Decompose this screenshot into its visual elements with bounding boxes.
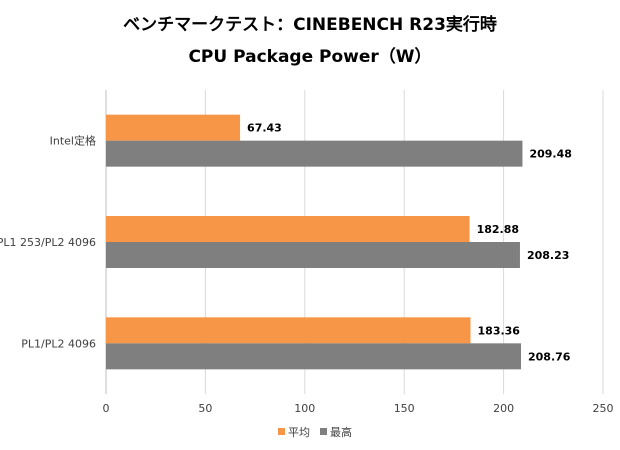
category-label: PL1/PL2 4096 — [21, 337, 96, 350]
x-tick-label: 250 — [593, 402, 614, 415]
category-label: PL1 253/PL2 4096 — [0, 236, 96, 249]
legend-swatch — [320, 428, 327, 435]
legend: 平均 最高 — [278, 425, 352, 439]
chart-subtitle: CPU Package Power（W） — [188, 46, 431, 67]
data-label: 208.23 — [527, 249, 569, 262]
bar-max — [106, 140, 523, 167]
data-label: 67.43 — [247, 122, 282, 135]
chart-title: ベンチマークテスト：CINEBENCH R23実行時 — [123, 14, 497, 35]
bar-max — [106, 343, 522, 370]
legend-label: 最高 — [330, 425, 352, 439]
data-label: 182.88 — [477, 223, 519, 236]
x-tick-label: 100 — [294, 402, 315, 415]
bar-avg — [106, 317, 471, 344]
data-label: 208.76 — [528, 350, 571, 363]
x-tick-label: 200 — [493, 402, 514, 415]
x-tick-label: 50 — [198, 402, 212, 415]
bar-max — [106, 242, 520, 268]
x-tick-label: 0 — [103, 402, 110, 415]
category-label: Intel定格 — [50, 134, 96, 148]
x-tick-label: 150 — [394, 402, 415, 415]
legend-swatch — [278, 428, 285, 435]
bars — [106, 114, 523, 370]
bar-avg — [106, 216, 470, 242]
labels: 0 50 100 150 200 250 Intel定格 67.43 209.48 PL1 253… — [0, 122, 614, 415]
data-label: 183.36 — [478, 324, 521, 337]
legend-label: 平均 — [288, 426, 310, 439]
bar-avg — [106, 114, 241, 141]
data-label: 209.48 — [529, 148, 571, 161]
